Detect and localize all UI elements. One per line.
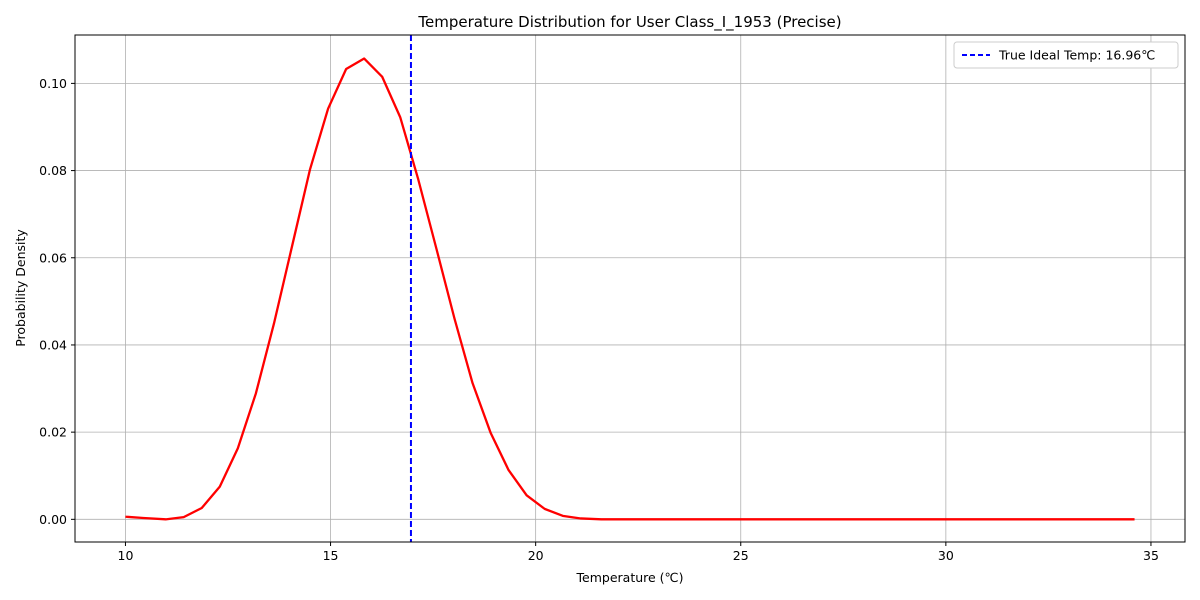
y-axis-label: Probability Density <box>13 229 28 347</box>
legend-box <box>953 41 1179 69</box>
y-tick-label: 0.02 <box>39 425 67 440</box>
chart-title: Temperature Distribution for User Class_… <box>417 13 841 32</box>
y-tick-label: 0.10 <box>39 76 67 91</box>
y-tick-label: 0.00 <box>39 512 67 527</box>
x-tick-label: 10 <box>118 548 134 563</box>
y-tick-label: 0.06 <box>39 250 67 265</box>
legend-label: True Ideal Temp: 16.96℃ <box>998 48 1155 63</box>
x-tick-label: 15 <box>323 548 339 563</box>
density-curve-line <box>125 57 1135 521</box>
legend: True Ideal Temp: 16.96℃ <box>953 41 1179 69</box>
x-tick-label: 30 <box>938 548 954 563</box>
x-tick-label: 25 <box>733 548 749 563</box>
grid-lines <box>75 35 1185 542</box>
x-tick-label: 35 <box>1143 548 1159 563</box>
x-axis-label: Temperature (℃) <box>576 570 684 585</box>
axis-ticks: 10 15 20 25 30 35 0.00 0.02 0.04 0.06 0.08 0.10 <box>39 76 1159 563</box>
y-tick-label: 0.08 <box>39 163 67 178</box>
axes-frame <box>74 34 1186 543</box>
plot-area <box>125 35 1135 542</box>
y-tick-label: 0.04 <box>39 337 67 352</box>
x-tick-label: 20 <box>528 548 544 563</box>
